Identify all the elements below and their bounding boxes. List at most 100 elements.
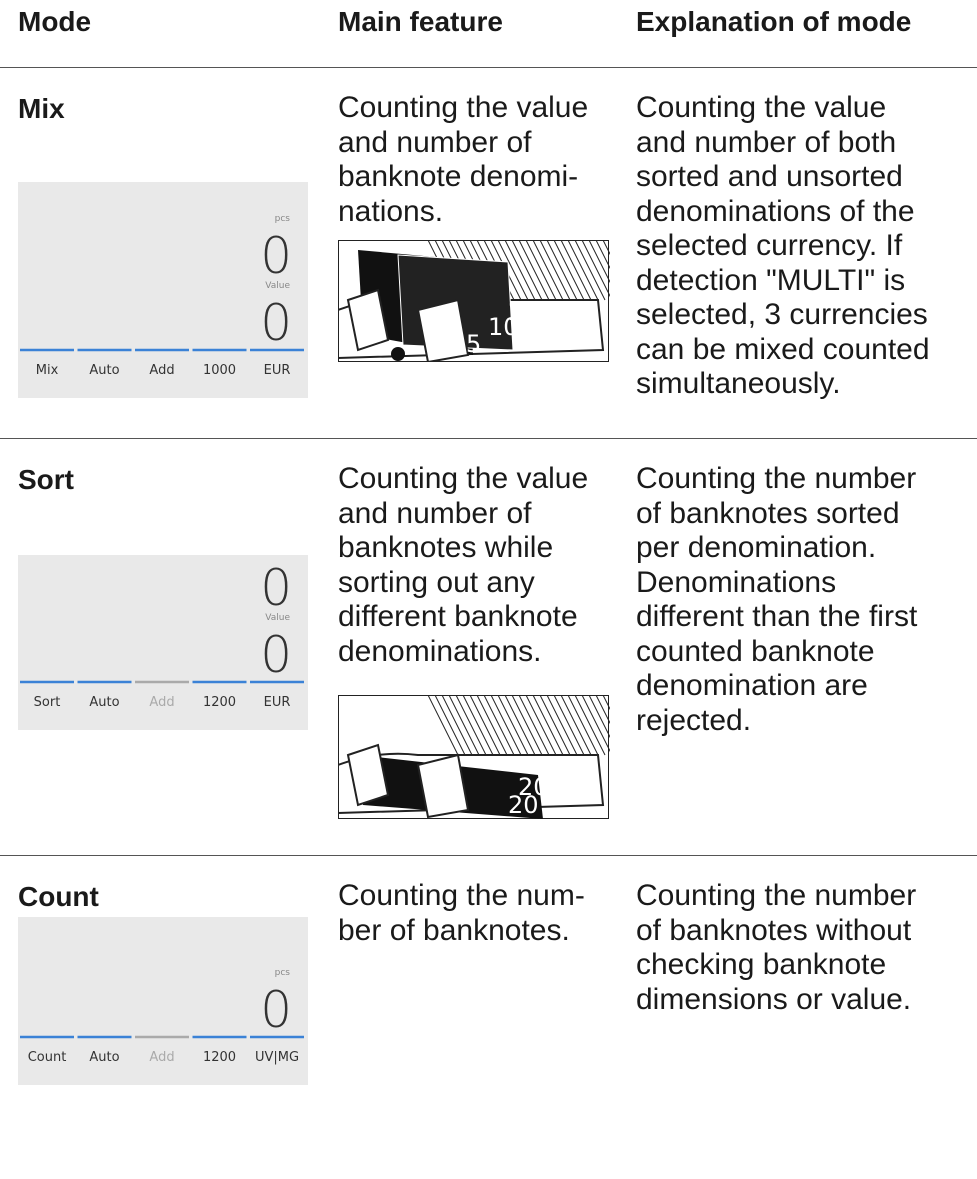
guide: [416, 298, 470, 362]
hatch: [490, 695, 522, 756]
explanation-line: per denomination.: [636, 531, 877, 564]
hatch: [448, 695, 480, 756]
display-value: 0: [260, 227, 292, 285]
hatch: [602, 240, 610, 256]
display-label: pcs: [275, 968, 291, 978]
hatch: [595, 240, 610, 270]
mode-name: Mix: [18, 93, 65, 124]
mode-name: Count: [18, 881, 99, 912]
note-number: 20: [508, 791, 539, 819]
hatch: [574, 695, 606, 756]
hatch: [504, 240, 536, 301]
note-number: 5: [466, 330, 481, 358]
header-mode: Mode: [18, 6, 92, 37]
tab-label: Count: [28, 1050, 67, 1065]
guide: [346, 288, 390, 352]
hatch: [539, 695, 571, 756]
sensor: [391, 347, 405, 361]
tab-label: Add: [149, 695, 174, 710]
hatch: [532, 240, 564, 301]
explanation-line: of banknotes sorted: [636, 496, 900, 530]
explanation-line: checking banknote: [636, 948, 887, 981]
explanation-line: Counting the value: [636, 91, 887, 124]
hatch: [553, 240, 585, 301]
explanation-line: sorted and unsorted: [636, 160, 903, 193]
hatch: [504, 695, 536, 756]
feature-line: different banknote: [338, 600, 578, 633]
divider: [0, 67, 977, 68]
tab-label: Add: [149, 1050, 174, 1065]
explanation-line: different than the first: [636, 600, 918, 633]
tab-label: EUR: [264, 695, 291, 710]
hatch: [427, 695, 459, 756]
hatch: [455, 695, 487, 756]
hatch: [497, 695, 529, 756]
tab-label: 1200: [203, 1050, 236, 1065]
hatch: [539, 240, 571, 301]
hatch: [511, 695, 543, 756]
hatch: [553, 695, 585, 756]
hatch: [441, 695, 473, 756]
explanation-line: dimensions or value.: [636, 982, 912, 1016]
tab-label: Add: [149, 363, 174, 378]
feature-line: banknotes while: [338, 531, 554, 564]
explanation-line: can be mixed counted: [636, 332, 930, 366]
feature-line: sorting out any: [338, 565, 535, 599]
feature-line: and number of: [338, 125, 532, 159]
display-label: Value: [265, 613, 290, 623]
feature-line: ber of banknotes.: [338, 913, 570, 947]
tab-label: Mix: [36, 363, 59, 378]
tab-label: Sort: [34, 695, 61, 710]
explanation-line: of banknotes without: [636, 913, 912, 947]
hatch: [483, 695, 515, 756]
hatch: [518, 695, 550, 756]
hatch: [602, 695, 610, 711]
hatch: [532, 695, 564, 756]
hatch: [567, 695, 599, 756]
guide: [416, 753, 470, 819]
header-explanation: Explanation of mode: [636, 6, 912, 37]
explanation-line: Counting the number: [636, 879, 917, 912]
note-number: 10: [488, 313, 519, 341]
hatch: [462, 695, 494, 756]
feature-line: Counting the value: [338, 462, 589, 495]
hatch: [560, 240, 592, 301]
display-value: 0: [260, 626, 292, 684]
header-feature: Main feature: [338, 6, 503, 37]
hatch: [595, 695, 610, 725]
display-value: 0: [260, 981, 292, 1039]
hatch: [567, 240, 599, 301]
display-label: Value: [265, 281, 290, 291]
tab-label: 1200: [203, 695, 236, 710]
tab-label: Auto: [89, 363, 119, 378]
hatch: [560, 695, 592, 756]
feature-line: Counting the num-: [338, 879, 585, 912]
explanation-line: denomination are: [636, 669, 868, 702]
explanation-line: Denominations: [636, 565, 837, 599]
device-screen: pcs0Value0SortAutoAdd1200EUR: [18, 555, 308, 730]
feature-line: Counting the value: [338, 91, 589, 124]
feature-line: denominations.: [338, 634, 542, 668]
explanation-line: rejected.: [636, 703, 752, 737]
tab-label: UV|MG: [255, 1050, 299, 1065]
hatch: [546, 695, 578, 756]
hatch: [525, 695, 557, 756]
display-value: 0: [260, 294, 292, 352]
hatch: [518, 240, 550, 301]
explanation-line: detection "MULTI" is: [636, 263, 906, 297]
hatch: [525, 240, 557, 301]
explanation-line: selected, 3 currencies: [636, 298, 928, 331]
display-value: 0: [260, 559, 292, 617]
display-label: pcs: [275, 214, 291, 224]
hatch: [546, 240, 578, 301]
feature-line: banknote denomi-: [338, 160, 579, 193]
tab-label: Auto: [89, 695, 119, 710]
hatch: [581, 240, 610, 298]
screen-bg: [18, 555, 308, 730]
hatch: [588, 240, 610, 284]
feature-line: and number of: [338, 496, 532, 530]
explanation-line: denominations of the: [636, 194, 915, 228]
feature-line: nations.: [338, 194, 444, 228]
